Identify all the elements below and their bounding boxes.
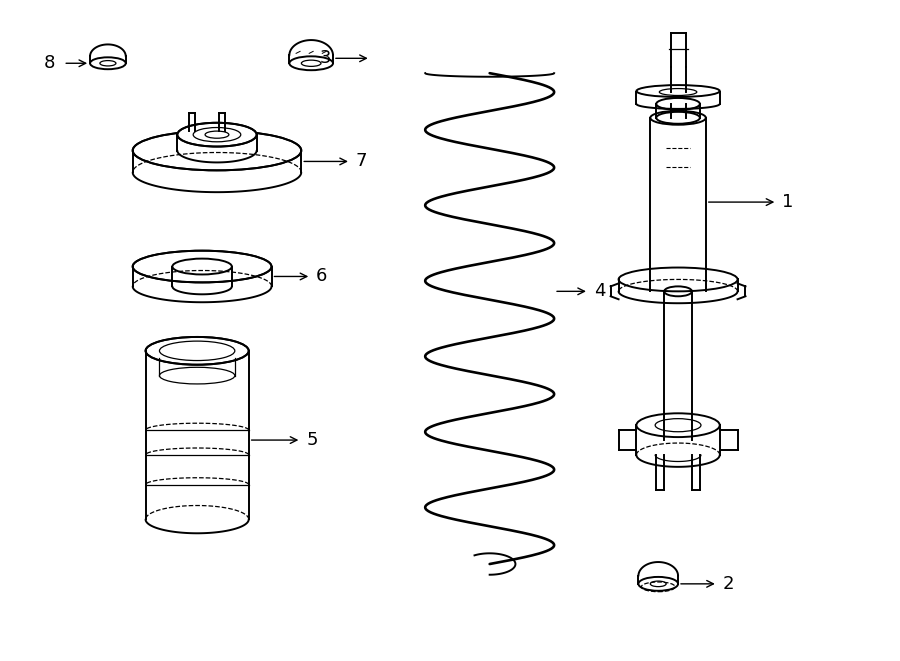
Text: 5: 5 (306, 431, 318, 449)
Text: 2: 2 (723, 575, 734, 593)
Text: 7: 7 (356, 153, 367, 171)
Text: 6: 6 (316, 268, 328, 286)
Ellipse shape (177, 123, 256, 147)
Ellipse shape (146, 337, 248, 365)
Ellipse shape (132, 251, 272, 282)
Text: 8: 8 (44, 54, 55, 72)
Text: 1: 1 (782, 193, 794, 211)
Text: 3: 3 (320, 50, 331, 67)
Text: 4: 4 (594, 282, 606, 300)
Ellipse shape (132, 131, 302, 171)
